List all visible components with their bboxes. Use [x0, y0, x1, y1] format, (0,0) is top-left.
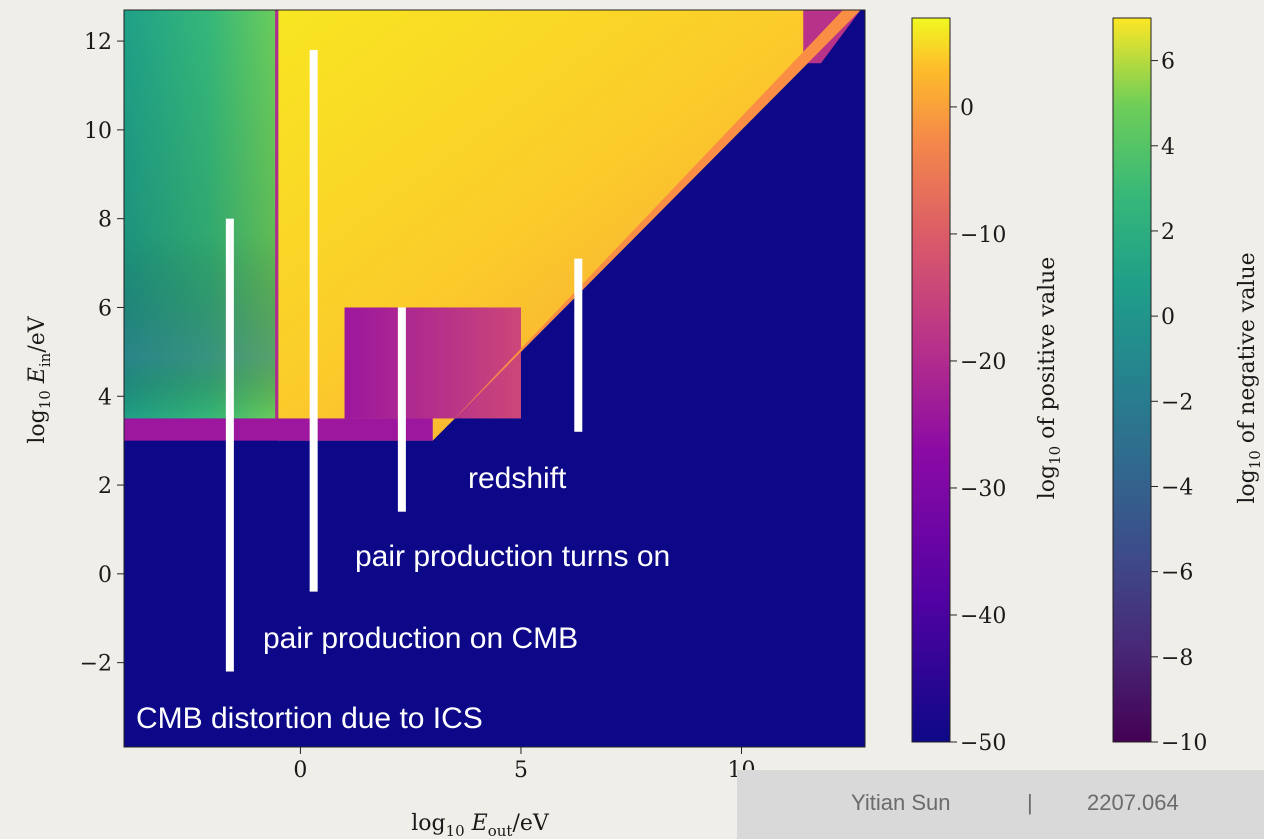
- y-tick-label: 0: [98, 563, 112, 588]
- colorbar-tick-label: 0: [1161, 305, 1175, 330]
- x-tick-label: 5: [514, 758, 528, 783]
- y-tick-label: 12: [84, 30, 112, 55]
- y-tick-label: −2: [80, 652, 112, 677]
- colorbar-tick-label: 2: [1161, 220, 1175, 245]
- colorbar-tick-label: −2: [1161, 390, 1193, 415]
- colorbar-tick-label: −50: [960, 731, 1006, 756]
- colorbar-tick-label: −30: [960, 477, 1006, 502]
- colorbar-tick-label: −10: [1161, 731, 1207, 756]
- colorbar-negative-label: log10 of negative value: [1235, 252, 1264, 503]
- colorbar-tick-label: −8: [1161, 646, 1193, 671]
- annotation-bars: [225, 49, 583, 672]
- colorbar-positive: 0 −10 −20 −30 −40 −50 log10 of positive value: [911, 17, 1064, 756]
- colorbar-positive-label: log10 of positive value: [1035, 257, 1064, 500]
- footer-bar: Yitian Sun | 2207.064: [737, 770, 1264, 839]
- x-tick-label: 0: [293, 758, 307, 783]
- annotation-bar-1: [309, 49, 318, 592]
- colorbar-tick-label: −10: [960, 223, 1006, 248]
- footer-separator: |: [1027, 790, 1033, 815]
- region-boundary-line: [275, 10, 279, 419]
- colorbar-positive-gradient: [911, 17, 951, 743]
- negative-region-shade: [124, 10, 279, 419]
- colorbar-tick-label: 0: [960, 96, 974, 121]
- annotation-pair-production-cmb: pair production on CMB: [263, 622, 578, 655]
- colorbar-tick-label: −20: [960, 350, 1006, 375]
- colorbar-tick-label: −40: [960, 604, 1006, 629]
- colorbar-tick-label: −6: [1161, 561, 1193, 586]
- annotation-bar-3: [574, 258, 583, 432]
- pair-production-region: [344, 307, 521, 419]
- plot-frame: [123, 9, 866, 748]
- footer-author: Yitian Sun: [851, 790, 951, 815]
- colorbar-tick-label: 6: [1161, 50, 1175, 75]
- colorbar-tick-label: 4: [1161, 135, 1175, 160]
- colorbar-negative: 6 4 2 0 −2 −4 −6 −8 −10 log10 of negative value: [1112, 17, 1264, 756]
- threshold-strip: [124, 418, 433, 441]
- annotation-bar-0: [225, 218, 234, 672]
- diagonal-edge: [432, 10, 861, 441]
- y-tick-label: 10: [84, 119, 112, 144]
- y-tick-label: 4: [98, 385, 112, 410]
- colorbar-tick-label: −4: [1161, 475, 1193, 500]
- annotation-redshift: redshift: [468, 462, 567, 495]
- y-tick-label: 8: [98, 208, 112, 233]
- annotation-cmb-distortion: CMB distortion due to ICS: [136, 702, 483, 735]
- heatmap-plot: [123, 9, 866, 748]
- x-axis-label: log10 Eout/eV: [411, 811, 550, 839]
- y-tick-label: 6: [98, 296, 112, 321]
- footer-arxiv: 2207.064: [1087, 790, 1179, 815]
- y-tick-label: 2: [98, 474, 112, 499]
- y-axis-label: log10 Ein/eV: [25, 315, 54, 443]
- annotation-pair-production-turns-on: pair production turns on: [355, 540, 670, 573]
- colorbar-negative-gradient: [1112, 17, 1152, 743]
- annotation-bar-2: [397, 307, 406, 512]
